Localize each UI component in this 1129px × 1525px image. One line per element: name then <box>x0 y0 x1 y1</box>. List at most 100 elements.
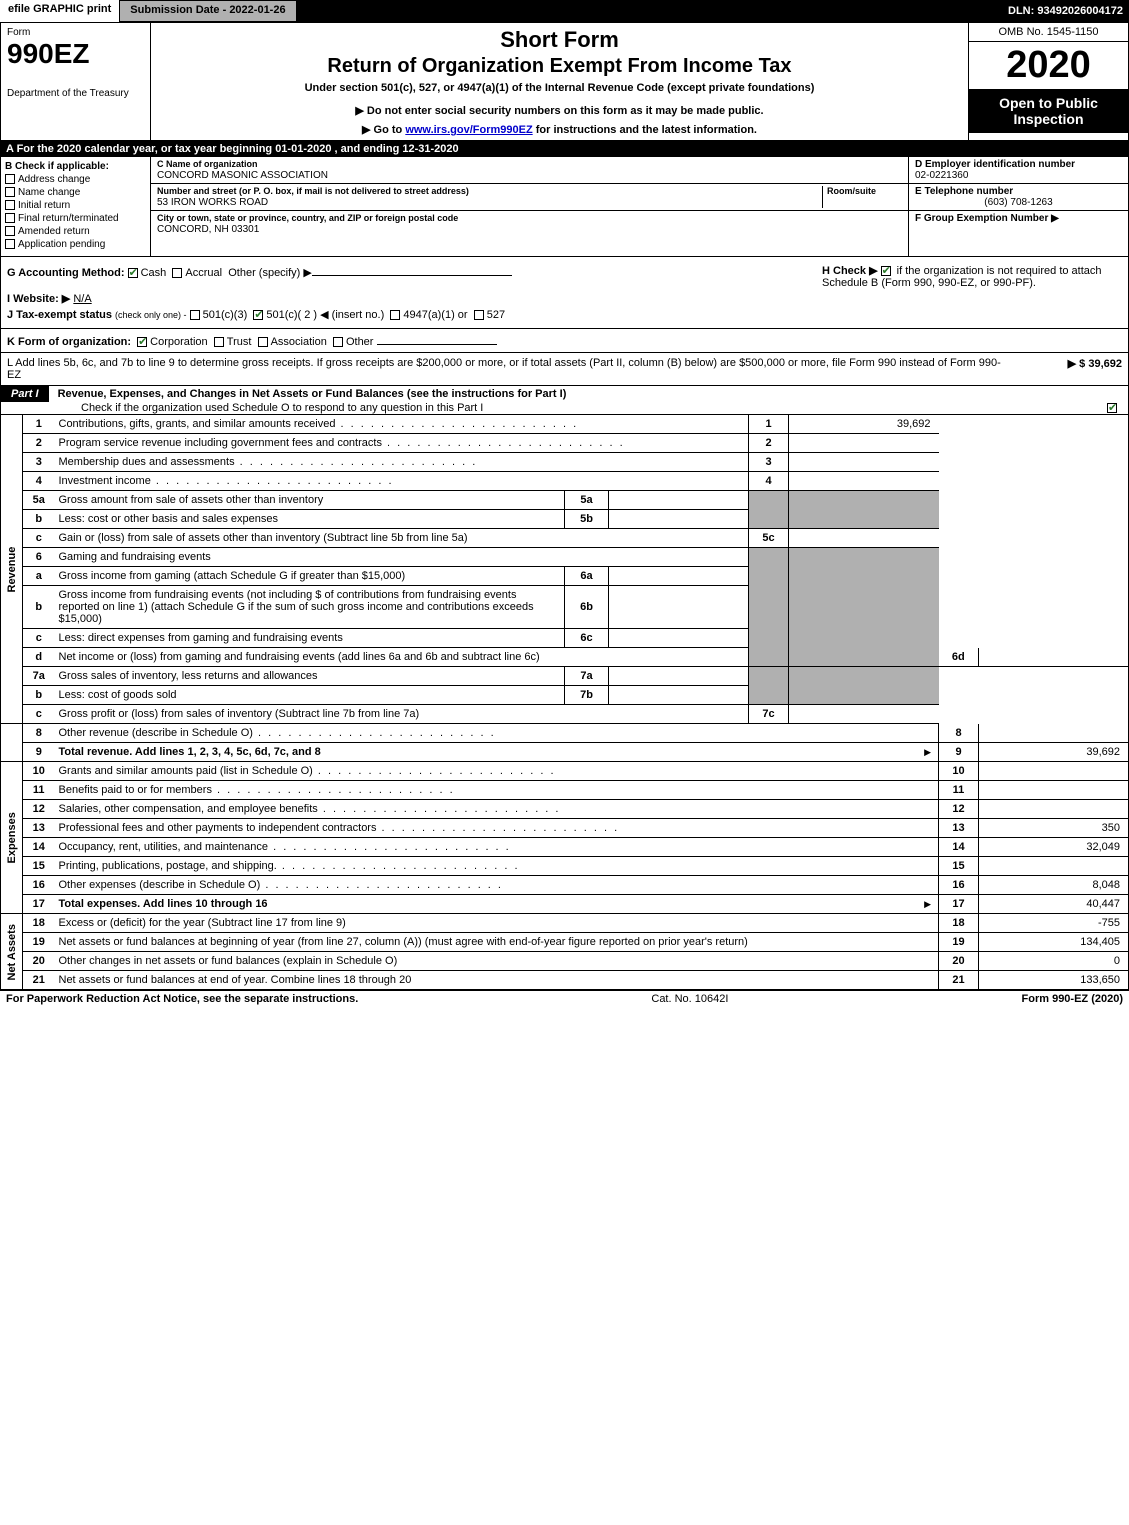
l5b-num: b <box>23 510 55 529</box>
line-6b: b Gross income from fundraising events (… <box>1 586 1129 629</box>
chk-association[interactable] <box>258 337 268 347</box>
chk-trust[interactable] <box>214 337 224 347</box>
opt-trust: Trust <box>227 336 252 348</box>
info-block: G Accounting Method: Cash Accrual Other … <box>0 257 1129 329</box>
l8-num: 8 <box>23 724 55 743</box>
other-specify-input[interactable] <box>312 264 512 276</box>
l21-amount: 133,650 <box>979 971 1129 990</box>
form-label: Form <box>7 27 144 38</box>
org-address: 53 IRON WORKS ROAD <box>157 197 268 208</box>
chk-initial-return[interactable]: Initial return <box>5 200 146 211</box>
l6-desc: Gaming and fundraising events <box>59 551 211 563</box>
l20-desc: Other changes in net assets or fund bala… <box>59 955 398 967</box>
l4-num: 4 <box>23 472 55 491</box>
section-c: C Name of organization CONCORD MASONIC A… <box>151 157 908 256</box>
l5a-subbox: 5a <box>565 491 609 510</box>
l7c-box: 7c <box>749 705 789 724</box>
opt-527: 527 <box>487 309 505 321</box>
l5a-subval <box>609 491 749 510</box>
l19-box: 19 <box>939 933 979 952</box>
chk-name-change[interactable]: Name change <box>5 187 146 198</box>
addr-label: Number and street (or P. O. box, if mail… <box>157 186 469 196</box>
chk-schedule-o[interactable] <box>1107 403 1117 413</box>
l18-amount: -755 <box>979 914 1129 933</box>
chk-4947[interactable] <box>390 310 400 320</box>
city-label: City or town, state or province, country… <box>157 213 458 223</box>
opt-accrual: Accrual <box>185 267 222 279</box>
l5c-box: 5c <box>749 529 789 548</box>
l13-amount: 350 <box>979 819 1129 838</box>
l10-num: 10 <box>23 762 55 781</box>
l9-box: 9 <box>939 743 979 762</box>
opt-501c: 501(c)( 2 ) ◀ (insert no.) <box>266 309 384 321</box>
l11-box: 11 <box>939 781 979 800</box>
chk-application-pending[interactable]: Application pending <box>5 239 146 250</box>
chk-address-change[interactable]: Address change <box>5 174 146 185</box>
form-number: 990EZ <box>7 38 144 70</box>
line-15: 15 Printing, publications, postage, and … <box>1 857 1129 876</box>
l7b-subbox: 7b <box>565 686 609 705</box>
org-name-row: C Name of organization CONCORD MASONIC A… <box>151 157 908 184</box>
chk-schedule-b[interactable] <box>881 266 891 276</box>
l5a-num: 5a <box>23 491 55 510</box>
arrow-icon <box>921 746 934 758</box>
side-revenue-cont <box>1 724 23 762</box>
footer: For Paperwork Reduction Act Notice, see … <box>0 990 1129 1007</box>
l1-box: 1 <box>749 415 789 434</box>
l7c-num: c <box>23 705 55 724</box>
other-org-input[interactable] <box>377 333 497 345</box>
chk-501c3[interactable] <box>190 310 200 320</box>
l7ab-greybox <box>749 667 789 705</box>
l6d-num: d <box>23 648 55 667</box>
l17-num: 17 <box>23 895 55 914</box>
section-b-label: B Check if applicable: <box>5 161 146 172</box>
line-17: 17 Total expenses. Add lines 10 through … <box>1 895 1129 914</box>
l10-desc: Grants and similar amounts paid (list in… <box>59 765 556 777</box>
footer-left: For Paperwork Reduction Act Notice, see … <box>6 993 358 1005</box>
l12-amount <box>979 800 1129 819</box>
irs-link[interactable]: www.irs.gov/Form990EZ <box>405 124 532 136</box>
entity-row: B Check if applicable: Address change Na… <box>0 157 1129 257</box>
l18-num: 18 <box>23 914 55 933</box>
chk-final-return[interactable]: Final return/terminated <box>5 213 146 224</box>
line-9: 9 Total revenue. Add lines 1, 2, 3, 4, 5… <box>1 743 1129 762</box>
chk-other-org[interactable] <box>333 337 343 347</box>
l12-box: 12 <box>939 800 979 819</box>
tax-exempt-sub: (check only one) - <box>115 310 187 320</box>
opt-address-change: Address change <box>18 174 90 185</box>
opt-501c3: 501(c)(3) <box>203 309 248 321</box>
l16-num: 16 <box>23 876 55 895</box>
opt-other-org: Other <box>346 336 374 348</box>
opt-final-return: Final return/terminated <box>18 213 119 224</box>
l2-box: 2 <box>749 434 789 453</box>
tax-year: 2020 <box>969 42 1128 89</box>
chk-accrual[interactable] <box>172 268 182 278</box>
section-c-label: C Name of organization <box>157 159 258 169</box>
line-5a: 5a Gross amount from sale of assets othe… <box>1 491 1129 510</box>
chk-corporation[interactable] <box>137 337 147 347</box>
l5ab-greyamt <box>789 491 939 529</box>
arrow-icon <box>921 898 934 910</box>
l7b-subval <box>609 686 749 705</box>
l17-box: 17 <box>939 895 979 914</box>
l11-num: 11 <box>23 781 55 800</box>
l6b-desc: Gross income from fundraising events (no… <box>59 589 534 625</box>
opt-corporation: Corporation <box>150 336 207 348</box>
l14-amount: 32,049 <box>979 838 1129 857</box>
line-6d: d Net income or (loss) from gaming and f… <box>1 648 1129 667</box>
goto-prefix: ▶ Go to <box>362 124 405 136</box>
l14-box: 14 <box>939 838 979 857</box>
l6d-box: 6d <box>939 648 979 667</box>
chk-cash[interactable] <box>128 268 138 278</box>
line-5b: b Less: cost or other basis and sales ex… <box>1 510 1129 529</box>
l1-desc: Contributions, gifts, grants, and simila… <box>59 418 579 430</box>
l6c-desc: Less: direct expenses from gaming and fu… <box>59 632 343 644</box>
l10-box: 10 <box>939 762 979 781</box>
l13-box: 13 <box>939 819 979 838</box>
chk-501c[interactable] <box>253 310 263 320</box>
open-public-inspection: Open to Public Inspection <box>969 89 1128 133</box>
chk-527[interactable] <box>474 310 484 320</box>
line-2: 2 Program service revenue including gove… <box>1 434 1129 453</box>
chk-amended-return[interactable]: Amended return <box>5 226 146 237</box>
efile-print-label[interactable]: efile GRAPHIC print <box>0 0 119 22</box>
